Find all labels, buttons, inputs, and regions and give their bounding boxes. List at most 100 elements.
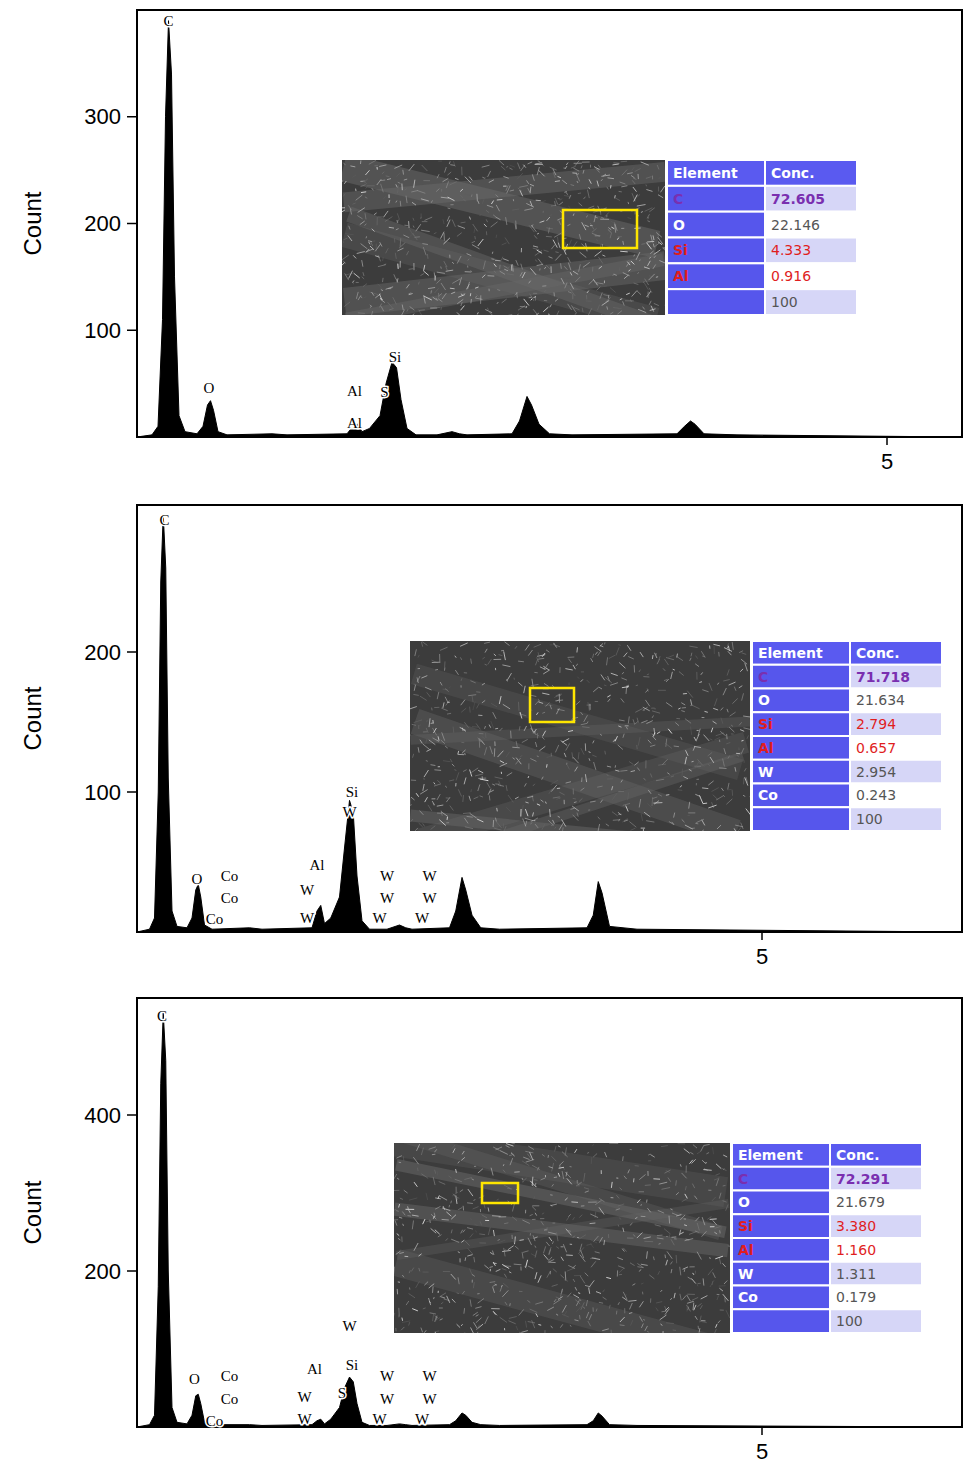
sem-texture — [648, 1160, 651, 1161]
table-cell — [752, 641, 850, 665]
table-value: 71.718 — [856, 669, 910, 685]
sem-texture — [557, 788, 560, 789]
table-element: W — [758, 764, 773, 780]
sem-texture — [558, 816, 560, 817]
sem-texture — [665, 743, 672, 748]
sem-texture — [437, 780, 440, 783]
sem-texture — [397, 185, 398, 194]
sem-texture — [564, 195, 570, 197]
sem-texture — [432, 798, 436, 799]
sem-texture — [621, 678, 627, 680]
sem-texture — [417, 191, 425, 194]
sem-texture — [429, 718, 430, 727]
sem-texture — [613, 164, 619, 166]
sem-texture — [612, 812, 618, 816]
sem-texture — [414, 720, 422, 723]
sem-texture — [369, 242, 371, 245]
y-tick — [127, 1114, 137, 1116]
sem-texture — [614, 274, 617, 275]
sem-texture — [677, 657, 683, 661]
sem-texture — [714, 698, 717, 706]
sem-texture — [382, 278, 384, 282]
sem-texture — [435, 1230, 440, 1235]
sem-texture — [648, 261, 651, 266]
sem-texture — [637, 768, 639, 771]
sem-texture — [636, 745, 638, 749]
sem-texture — [568, 657, 575, 658]
sem-texture — [655, 653, 657, 658]
sem-texture — [633, 178, 636, 179]
sem-texture — [653, 265, 656, 270]
x-tick — [761, 932, 763, 940]
sem-texture — [516, 260, 518, 266]
sem-texture — [409, 229, 413, 236]
sem-texture — [647, 214, 649, 218]
sem-texture — [591, 1157, 593, 1164]
table-header: Element — [758, 645, 823, 661]
sem-texture — [597, 282, 600, 288]
sem-texture — [540, 667, 546, 670]
sem-texture — [469, 707, 471, 713]
sem-texture — [532, 174, 534, 181]
sem-texture — [451, 292, 455, 294]
sem-texture — [549, 314, 550, 315]
peak-label: W — [422, 1368, 437, 1384]
sem-texture — [482, 683, 485, 685]
sem-texture — [461, 742, 464, 743]
peak-label: Co — [206, 1413, 224, 1429]
sem-texture — [693, 1273, 694, 1275]
sem-texture — [582, 222, 586, 230]
sem-texture — [581, 723, 587, 724]
sem-texture — [458, 789, 461, 796]
sem-texture — [556, 1247, 559, 1249]
sem-texture — [659, 656, 660, 660]
sem-texture — [532, 313, 539, 315]
sem-texture — [682, 707, 686, 708]
sem-texture — [345, 234, 353, 235]
sem-texture — [494, 741, 495, 746]
sem-texture — [732, 790, 734, 796]
sem-texture — [554, 201, 556, 206]
table-value: 0.916 — [771, 268, 811, 284]
sem-texture — [643, 281, 644, 283]
sem-texture — [475, 774, 483, 776]
sem-texture — [562, 1152, 568, 1157]
sem-texture — [417, 677, 418, 683]
sem-texture — [445, 697, 448, 702]
sem-texture — [516, 758, 521, 765]
sem-texture — [678, 1143, 686, 1144]
sem-texture — [491, 1168, 493, 1176]
sem-texture — [472, 726, 478, 727]
sem-texture — [504, 1222, 508, 1224]
sem-texture — [417, 1168, 419, 1171]
sem-texture — [696, 783, 697, 785]
sem-texture — [532, 1207, 536, 1211]
sem-texture — [525, 821, 526, 827]
sem-texture — [433, 728, 437, 736]
sem-texture — [491, 1308, 500, 1309]
sem-texture — [463, 812, 471, 814]
sem-texture — [555, 254, 561, 260]
sem-texture — [597, 305, 599, 311]
sem-texture — [649, 208, 654, 212]
sem-texture — [389, 309, 393, 311]
sem-texture — [384, 211, 389, 217]
sem-texture — [680, 1267, 681, 1276]
sem-texture — [633, 255, 635, 257]
sem-texture — [636, 685, 638, 687]
sem-texture — [468, 1248, 473, 1254]
sem-texture — [493, 820, 495, 827]
sem-texture — [548, 228, 549, 234]
sem-texture — [554, 233, 562, 238]
sem-texture — [380, 180, 385, 182]
sem-texture — [728, 789, 732, 790]
sem-texture — [607, 774, 608, 776]
sem-texture — [402, 1275, 404, 1277]
sem-texture — [739, 651, 743, 653]
sem-texture — [608, 228, 611, 230]
sem-texture — [530, 759, 536, 762]
sem-texture — [498, 785, 504, 787]
sem-texture — [496, 808, 498, 812]
sem-texture — [571, 808, 575, 809]
sem-texture — [685, 757, 687, 764]
